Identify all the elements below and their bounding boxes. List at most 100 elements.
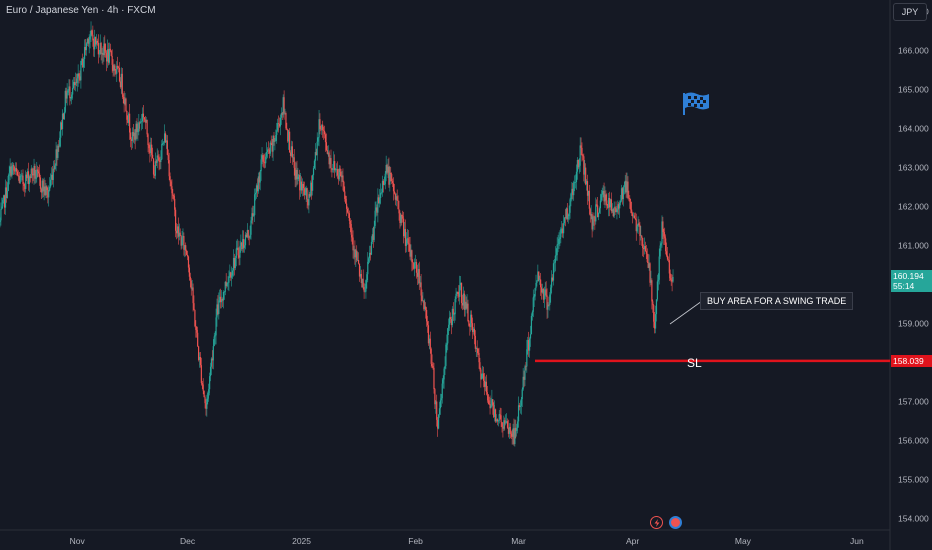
- candle-body: [452, 308, 454, 315]
- candle-body: [341, 175, 343, 178]
- candle-body: [102, 52, 104, 56]
- time-axis[interactable]: Nov Dec 2025 Feb Mar Apr May Jun: [70, 536, 864, 546]
- candle-body: [391, 181, 394, 184]
- candle-body: [423, 300, 425, 310]
- candle-body: [524, 366, 526, 380]
- candle-body: [666, 255, 669, 260]
- candle-body: [563, 223, 565, 234]
- candle-body: [123, 96, 125, 105]
- candle-body: [334, 169, 337, 171]
- candle-body: [493, 405, 495, 417]
- candle-body: [671, 279, 673, 282]
- candle-body: [98, 53, 100, 55]
- candle-body: [509, 426, 511, 433]
- candle-body: [67, 90, 69, 93]
- candle-body: [437, 419, 439, 429]
- candle-body: [329, 158, 331, 165]
- candle-body: [642, 237, 644, 248]
- candle-body: [538, 271, 540, 280]
- candle-body: [308, 194, 310, 206]
- candle-body: [208, 389, 210, 393]
- price-tick-label: 162.000: [898, 202, 929, 212]
- candle-body: [437, 414, 440, 429]
- candle-body: [149, 148, 151, 153]
- candle-body: [608, 197, 611, 208]
- record-icon[interactable]: [669, 516, 682, 529]
- candle-body: [502, 426, 504, 429]
- candle-body: [391, 174, 393, 182]
- candle-body: [295, 169, 297, 180]
- candle-body: [24, 185, 26, 190]
- candle-body: [169, 176, 171, 182]
- candle-body: [568, 212, 570, 217]
- candle-body: [646, 253, 648, 263]
- candle-body: [185, 245, 187, 251]
- candle-body: [121, 73, 123, 95]
- candle-body: [654, 314, 657, 329]
- candle-body: [162, 143, 164, 145]
- candle-body: [53, 168, 55, 170]
- candle-body: [532, 297, 534, 312]
- candle-body: [291, 146, 293, 158]
- candle-body: [108, 48, 111, 63]
- candle-body: [444, 365, 446, 369]
- candle-body: [147, 134, 149, 146]
- lightning-icon[interactable]: [650, 516, 663, 529]
- candle-body: [163, 142, 165, 144]
- candle-body: [73, 82, 76, 86]
- candle-body: [650, 280, 652, 283]
- candle-body: [10, 166, 12, 176]
- candle-body: [99, 43, 101, 54]
- candle-body: [347, 212, 350, 214]
- candle-body: [302, 183, 305, 189]
- candle-body: [396, 196, 398, 201]
- candle-body: [324, 134, 327, 143]
- candle-body: [207, 392, 209, 399]
- candle-body: [334, 161, 336, 171]
- candle-body: [284, 113, 286, 114]
- checkered-flag-icon[interactable]: [683, 92, 709, 116]
- candle-body: [426, 310, 428, 322]
- candle-body: [472, 328, 475, 332]
- candle-body: [97, 42, 99, 55]
- candle-body: [39, 177, 42, 189]
- buy-area-annotation[interactable]: BUY AREA FOR A SWING TRADE: [700, 292, 854, 310]
- candle-body: [380, 192, 383, 194]
- candle-body: [313, 160, 316, 169]
- candle-body: [36, 169, 38, 178]
- candle-body: [253, 215, 255, 216]
- candle-body: [348, 213, 350, 221]
- candle-body: [546, 295, 548, 310]
- candle-body: [228, 276, 230, 283]
- candle-body: [417, 269, 419, 277]
- candle-body: [50, 174, 53, 180]
- candle-body: [29, 176, 31, 179]
- candle-body: [369, 252, 372, 255]
- candle-body: [101, 52, 103, 54]
- candle-body: [482, 373, 484, 375]
- stop-loss-label[interactable]: SL: [687, 356, 702, 370]
- candle-body: [129, 113, 131, 133]
- candle-body: [198, 356, 201, 360]
- candle-body: [615, 208, 617, 212]
- candle-body: [14, 170, 16, 172]
- candle-body: [631, 213, 634, 217]
- candle-body: [338, 168, 340, 180]
- currency-button[interactable]: JPY: [893, 3, 927, 21]
- candle-body: [474, 335, 476, 349]
- candle-body: [309, 194, 311, 196]
- candle-body: [595, 204, 597, 222]
- price-axis[interactable]: 154.000155.000156.000157.000158.000159.0…: [898, 7, 929, 524]
- candle-body: [106, 52, 108, 62]
- current-price-value: 160.194: [893, 270, 924, 281]
- candle-body: [410, 250, 412, 257]
- candle-body: [553, 262, 556, 264]
- candle-body: [172, 193, 174, 196]
- candle-body: [320, 129, 322, 130]
- candle-body: [465, 301, 467, 309]
- candle-body: [565, 208, 567, 219]
- candle-body: [441, 383, 443, 399]
- candle-body: [133, 132, 135, 137]
- candle-body: [372, 234, 374, 240]
